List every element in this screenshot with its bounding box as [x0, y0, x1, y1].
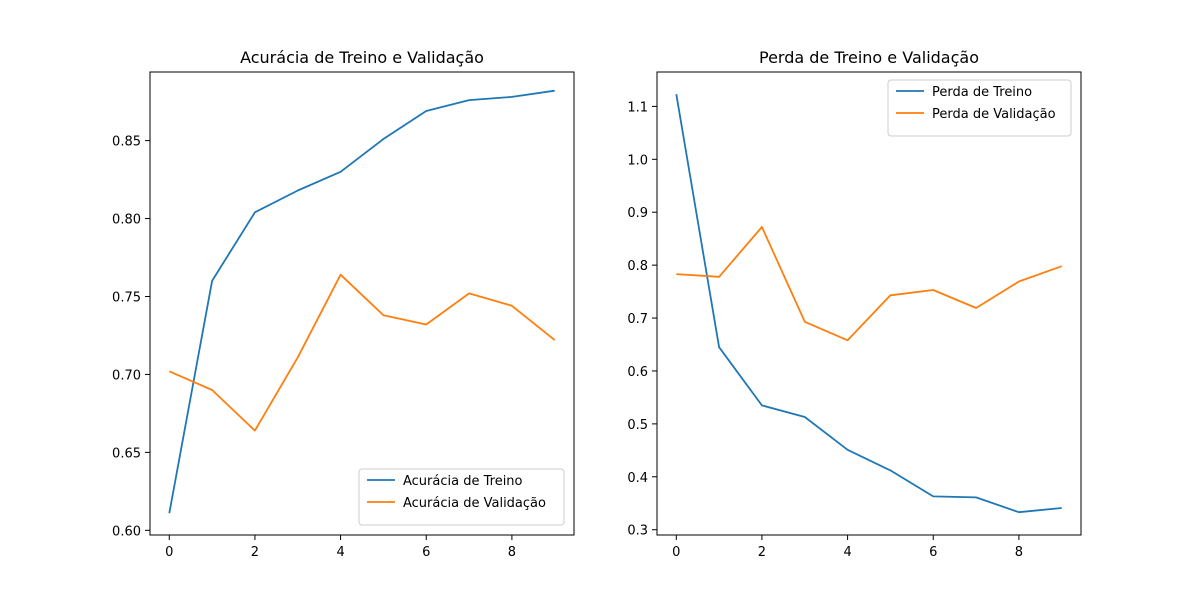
- plot-frame: [656, 71, 1082, 536]
- x-tick-label: 0: [672, 545, 680, 560]
- y-tick-label: 0.4: [627, 471, 648, 486]
- legend: Acurácia de Treino Acurácia de Validação: [358, 468, 565, 526]
- y-tick-label: 1.1: [627, 100, 648, 115]
- y-tick-label: 0.6: [627, 365, 648, 380]
- chart-panel-1: Acurácia de Treino e Validação 0 2 4 6 8 0.60 0…: [112, 48, 575, 560]
- x-tick-label: 8: [1015, 545, 1023, 560]
- y-tick-label: 0.8: [627, 259, 648, 274]
- x-tick-label: 2: [758, 545, 766, 560]
- legend: Perda de Treino Perda de Validação: [887, 79, 1072, 137]
- legend-label: Acurácia de Treino: [403, 474, 523, 489]
- y-tick-label: 0.7: [627, 312, 648, 327]
- chart-title: Perda de Treino e Validação: [759, 48, 979, 67]
- chart-title: Acurácia de Treino e Validação: [240, 48, 484, 67]
- legend-label: Perda de Validação: [932, 107, 1056, 122]
- plot-frame: [149, 71, 575, 536]
- series-line-perda-de-validacao: [676, 226, 1063, 342]
- series-line-acuracia-de-treino: [168, 89, 555, 514]
- y-tick-label: 0.3: [627, 524, 648, 539]
- x-tick-label: 8: [508, 545, 516, 560]
- chart-panel-2: Perda de Treino e Validação 0 2 4 6 8 0.3 0.4 0.…: [627, 48, 1082, 560]
- series-line-acuracia-de-validacao: [168, 273, 556, 432]
- y-tick-label: 0.85: [112, 135, 141, 150]
- x-tick-label: 6: [422, 545, 430, 560]
- x-tick-label: 0: [165, 545, 173, 560]
- series-line-perda-de-treino: [675, 94, 1062, 514]
- y-tick-label: 1.0: [627, 153, 648, 168]
- y-tick-label: 0.75: [112, 290, 141, 305]
- y-tick-label: 0.60: [112, 524, 141, 539]
- x-tick-label: 2: [251, 545, 259, 560]
- y-tick-label: 0.65: [112, 446, 141, 461]
- legend-box: [358, 468, 565, 526]
- y-tick-label: 0.80: [112, 213, 141, 228]
- legend-box: [887, 79, 1072, 137]
- y-tick-label: 0.9: [627, 206, 648, 221]
- y-tick-label: 0.5: [627, 418, 648, 433]
- legend-label: Acurácia de Validação: [403, 496, 546, 511]
- x-tick-label: 4: [843, 545, 851, 560]
- legend-label: Perda de Treino: [932, 85, 1032, 100]
- x-tick-label: 4: [336, 545, 344, 560]
- y-tick-label: 0.70: [112, 368, 141, 383]
- x-tick-label: 6: [929, 545, 937, 560]
